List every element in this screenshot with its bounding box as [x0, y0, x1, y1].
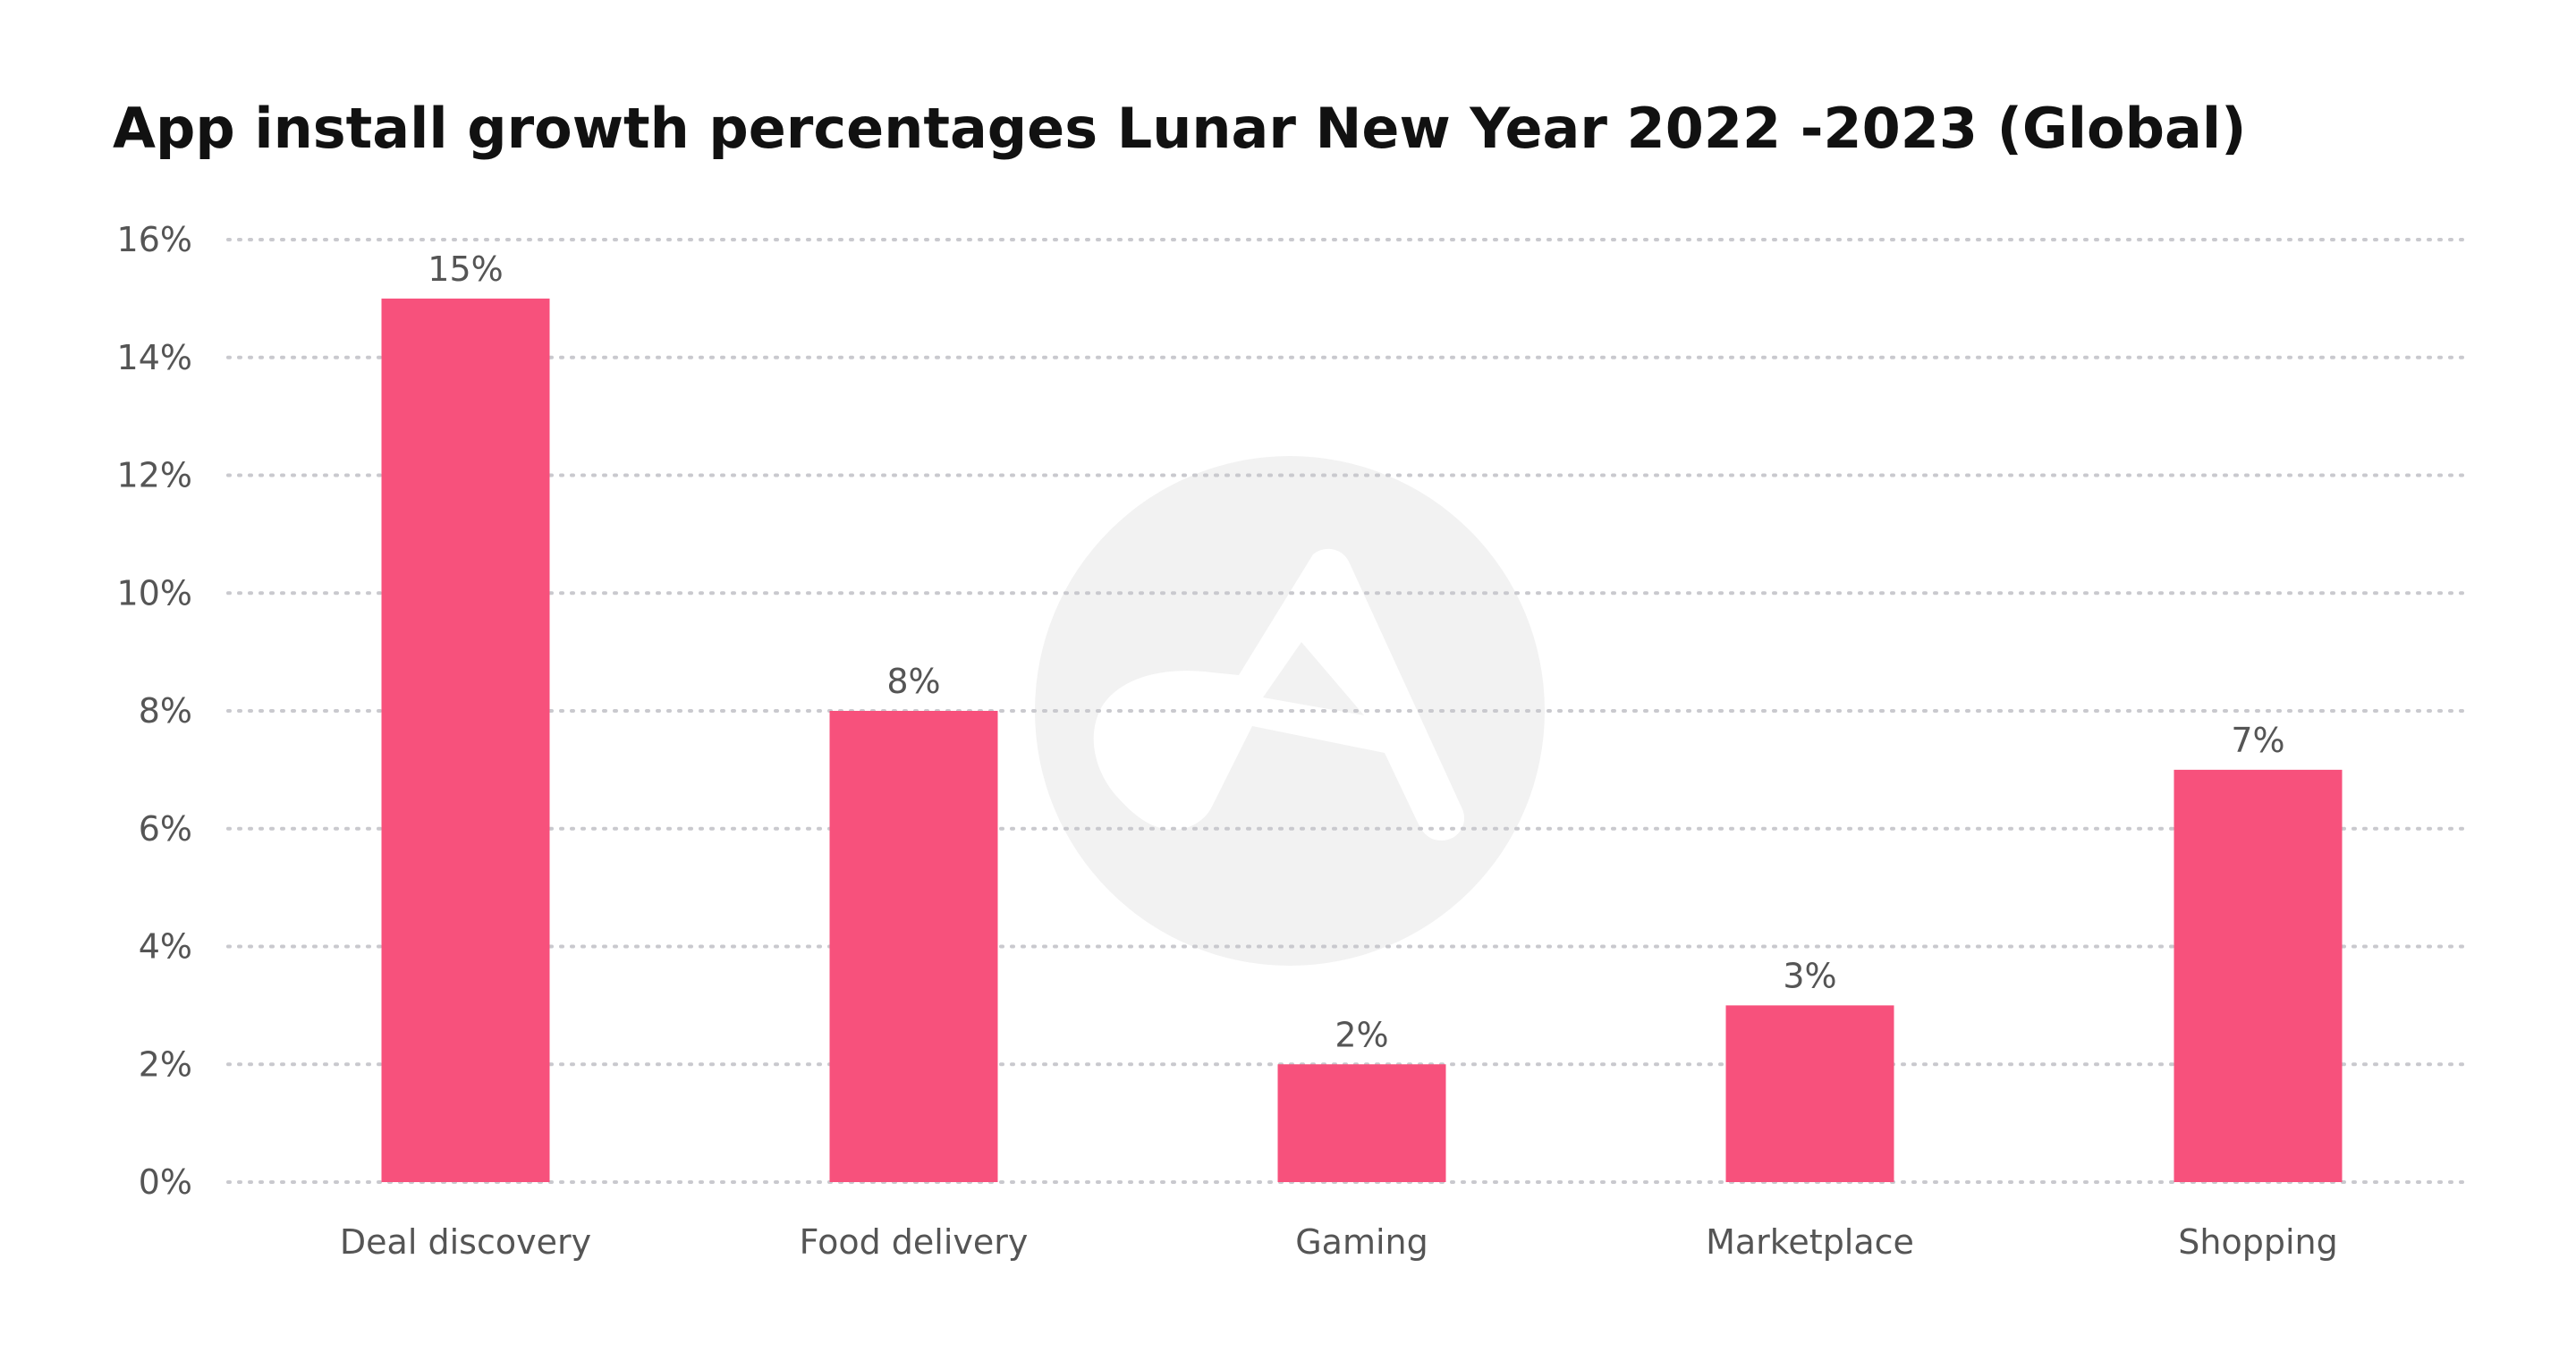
x-axis: Deal discovery Food delivery Gaming Marketp… [340, 1222, 2338, 1262]
y-tick-label: 2% [139, 1044, 192, 1084]
x-tick-label: Deal discovery [340, 1222, 591, 1262]
bar [1277, 1064, 1446, 1182]
y-tick-label: 14% [117, 338, 192, 377]
x-tick-label: Food delivery [800, 1222, 1029, 1262]
data-label: 7% [2231, 721, 2284, 760]
data-label: 2% [1335, 1015, 1388, 1054]
watermark-glyph [1093, 548, 1465, 841]
bar [2174, 769, 2343, 1182]
data-label: 8% [886, 662, 940, 701]
data-labels: 15% 8% 2% 3% 7% [428, 249, 2284, 1054]
y-tick-label: 8% [139, 691, 192, 731]
y-tick-label: 4% [139, 927, 192, 967]
bar [381, 298, 550, 1182]
data-label: 3% [1783, 956, 1836, 995]
x-tick-label: Gaming [1295, 1222, 1428, 1262]
y-tick-label: 10% [117, 573, 192, 613]
x-tick-label: Shopping [2178, 1222, 2337, 1262]
data-label: 15% [428, 249, 503, 289]
y-tick-label: 6% [139, 809, 192, 849]
y-tick-label: 12% [117, 456, 192, 495]
y-tick-label: 0% [139, 1162, 192, 1202]
bar [1725, 1005, 1894, 1182]
y-axis: 0% 2% 4% 6% 8% 10% 12% 14% 16% [117, 220, 192, 1202]
bars [381, 298, 2343, 1182]
chart-title: App install growth percentages Lunar New… [113, 96, 2246, 161]
x-tick-label: Marketplace [1706, 1222, 1914, 1262]
y-tick-label: 16% [117, 220, 192, 259]
bar [829, 711, 998, 1182]
